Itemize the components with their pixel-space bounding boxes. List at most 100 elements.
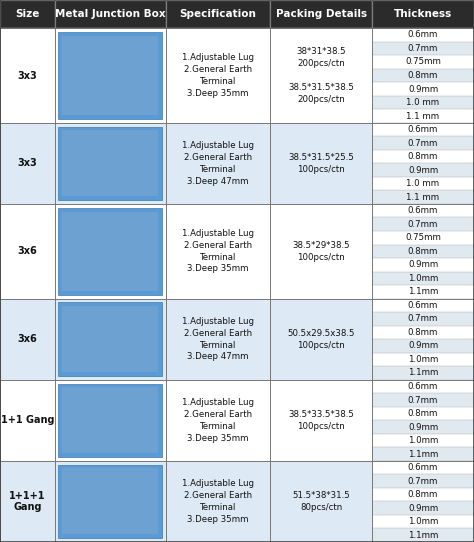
Bar [55, 461, 166, 542]
Bar [166, 299, 270, 380]
Bar [372, 204, 474, 217]
Text: Metal Junction Box: Metal Junction Box [55, 9, 165, 19]
Bar [372, 407, 474, 420]
Text: 1.Adjustable Lug
2.General Earth
Terminal
3.Deep 47mm: 1.Adjustable Lug 2.General Earth Termina… [182, 141, 254, 185]
Bar [372, 461, 474, 474]
Bar [270, 0, 372, 28]
Bar [62, 468, 158, 534]
Text: 0.75mm: 0.75mm [405, 57, 441, 67]
Text: 0.9mm: 0.9mm [408, 341, 438, 351]
Bar [166, 28, 270, 123]
Bar [62, 36, 158, 115]
Bar [270, 204, 372, 299]
Text: 1+1+1
Gang: 1+1+1 Gang [9, 491, 46, 512]
Text: 3x3: 3x3 [18, 158, 37, 169]
Bar [0, 299, 55, 380]
Bar [55, 123, 166, 204]
Text: 0.8mm: 0.8mm [408, 328, 438, 337]
Bar [372, 163, 474, 177]
Text: 1.0 mm: 1.0 mm [407, 98, 439, 107]
Text: 3x6: 3x6 [18, 334, 37, 344]
Text: 0.8mm: 0.8mm [408, 71, 438, 80]
Bar [372, 434, 474, 447]
Text: 50.5x29.5x38.5
100pcs/ctn: 50.5x29.5x38.5 100pcs/ctn [287, 329, 355, 350]
Bar [0, 461, 55, 542]
Text: 0.7mm: 0.7mm [408, 396, 438, 404]
Bar [372, 420, 474, 434]
Bar [372, 82, 474, 96]
Bar [0, 204, 55, 299]
Text: 0.6mm: 0.6mm [408, 301, 438, 310]
Bar [0, 123, 55, 204]
Text: 3x6: 3x6 [18, 246, 37, 256]
Text: 0.6mm: 0.6mm [408, 125, 438, 134]
Text: Specification: Specification [180, 9, 256, 19]
Text: 1.Adjustable Lug
2.General Earth
Terminal
3.Deep 35mm: 1.Adjustable Lug 2.General Earth Termina… [182, 229, 254, 274]
Bar [55, 28, 166, 123]
Text: 0.8mm: 0.8mm [408, 247, 438, 256]
Bar [166, 0, 270, 28]
Text: 0.9mm: 0.9mm [408, 260, 438, 269]
Bar [372, 339, 474, 353]
Bar [372, 177, 474, 190]
Text: 1.1mm: 1.1mm [408, 531, 438, 540]
Text: 1.1mm: 1.1mm [408, 450, 438, 459]
Bar [55, 204, 166, 299]
Bar [372, 96, 474, 109]
Bar [372, 501, 474, 515]
Bar [372, 380, 474, 393]
Bar [372, 366, 474, 380]
Bar [372, 272, 474, 285]
Text: 51.5*38*31.5
80pcs/ctn: 51.5*38*31.5 80pcs/ctn [292, 491, 350, 512]
Bar [372, 150, 474, 163]
Bar [372, 42, 474, 55]
Text: 38.5*33.5*38.5
100pcs/ctn: 38.5*33.5*38.5 100pcs/ctn [288, 410, 354, 431]
Bar [62, 211, 158, 291]
Text: 1.0mm: 1.0mm [408, 274, 438, 283]
Text: 0.8mm: 0.8mm [408, 490, 438, 499]
Text: 1+1 Gang: 1+1 Gang [0, 415, 54, 425]
Bar [0, 0, 55, 28]
Bar [58, 127, 162, 200]
Text: Thickness: Thickness [394, 9, 452, 19]
Text: 1.1mm: 1.1mm [408, 369, 438, 377]
Text: 0.7mm: 0.7mm [408, 44, 438, 53]
Bar [372, 123, 474, 137]
Bar [55, 0, 166, 28]
Bar [372, 326, 474, 339]
Text: 0.9mm: 0.9mm [408, 504, 438, 513]
Text: 1.0mm: 1.0mm [408, 436, 438, 445]
Bar [58, 208, 162, 295]
Bar [62, 388, 158, 453]
Text: 0.9mm: 0.9mm [408, 423, 438, 431]
Bar [372, 244, 474, 258]
Bar [270, 461, 372, 542]
Bar [372, 28, 474, 42]
Text: 38.5*31.5*25.5
100pcs/ctn: 38.5*31.5*25.5 100pcs/ctn [288, 153, 354, 174]
Text: Size: Size [15, 9, 39, 19]
Text: 0.7mm: 0.7mm [408, 139, 438, 147]
Text: 0.7mm: 0.7mm [408, 314, 438, 324]
Bar [372, 0, 474, 28]
Bar [166, 123, 270, 204]
Bar [166, 461, 270, 542]
Bar [58, 464, 162, 538]
Bar [270, 380, 372, 461]
Bar [372, 474, 474, 488]
Bar [372, 55, 474, 69]
Bar [372, 299, 474, 312]
Text: 1.Adjustable Lug
2.General Earth
Terminal
3.Deep 35mm: 1.Adjustable Lug 2.General Earth Termina… [182, 53, 254, 98]
Text: 0.9mm: 0.9mm [408, 85, 438, 94]
Bar [372, 353, 474, 366]
Bar [166, 204, 270, 299]
Bar [372, 447, 474, 461]
Bar [372, 217, 474, 231]
Bar [372, 258, 474, 272]
Text: 0.7mm: 0.7mm [408, 476, 438, 486]
Text: 1.Adjustable Lug
2.General Earth
Terminal
3.Deep 35mm: 1.Adjustable Lug 2.General Earth Termina… [182, 479, 254, 524]
Bar [270, 299, 372, 380]
Text: 3x3: 3x3 [18, 70, 37, 81]
Bar [62, 306, 158, 372]
Bar [58, 32, 162, 119]
Text: 0.6mm: 0.6mm [408, 30, 438, 40]
